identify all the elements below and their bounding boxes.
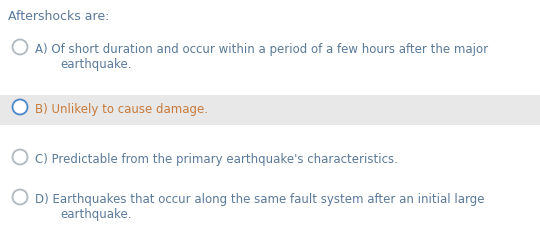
Text: C) Predictable from the primary earthquake's characteristics.: C) Predictable from the primary earthqua…: [35, 153, 398, 166]
Text: Aftershocks are:: Aftershocks are:: [8, 10, 110, 23]
Ellipse shape: [12, 100, 28, 114]
Ellipse shape: [12, 190, 28, 204]
Text: earthquake.: earthquake.: [60, 208, 132, 221]
Ellipse shape: [12, 150, 28, 164]
Text: earthquake.: earthquake.: [60, 58, 132, 71]
Text: A) Of short duration and occur within a period of a few hours after the major: A) Of short duration and occur within a …: [35, 43, 488, 56]
Ellipse shape: [12, 40, 28, 54]
Text: B) Unlikely to cause damage.: B) Unlikely to cause damage.: [35, 103, 208, 116]
Text: D) Earthquakes that occur along the same fault system after an initial large: D) Earthquakes that occur along the same…: [35, 193, 484, 206]
FancyBboxPatch shape: [0, 95, 540, 125]
